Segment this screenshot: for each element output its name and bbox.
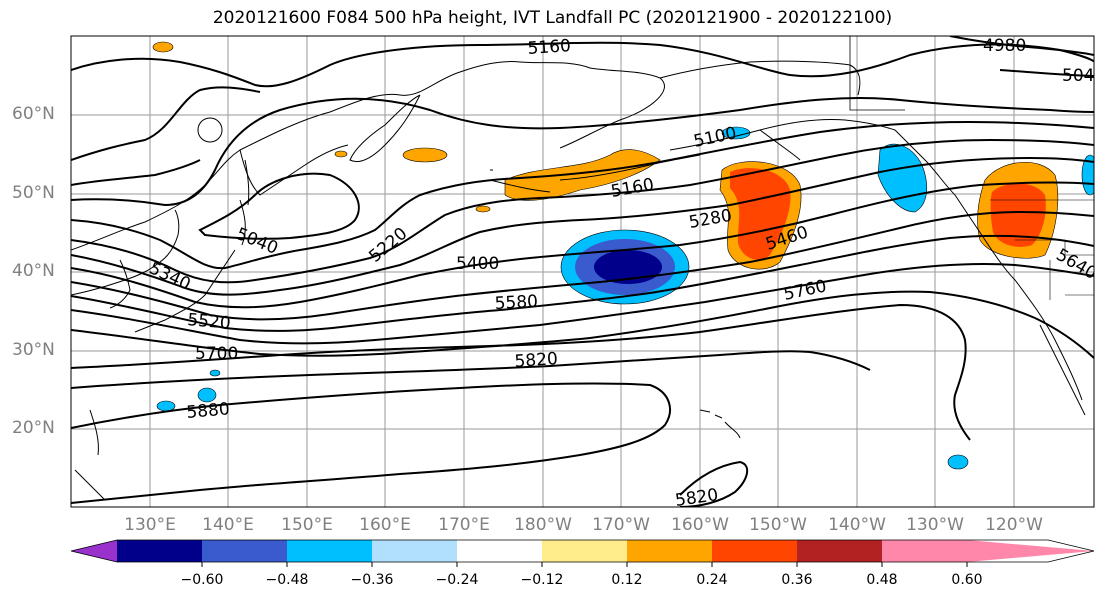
contour-label: 5520: [187, 310, 232, 334]
colorbar-tick-label: 0.36: [781, 572, 813, 588]
contour-label: 5160: [527, 36, 572, 59]
colorbar-tick-label: 0.12: [611, 572, 643, 588]
lon-label: 130°E: [124, 515, 176, 535]
colorbar-segment: [882, 540, 967, 562]
colorbar-tick-label: −0.12: [520, 572, 564, 588]
lon-label: 150°E: [281, 515, 333, 535]
lat-label: 60°N: [12, 104, 55, 124]
lon-label: 140°E: [202, 515, 254, 535]
contour-label: 5820: [514, 349, 559, 372]
colorbar-tick-label: −0.60: [180, 572, 224, 588]
contour-504: [999, 69, 1094, 77]
lon-label: 120°W: [985, 515, 1043, 535]
lon-label: 140°W: [828, 515, 886, 535]
lon-label: 170°W: [592, 515, 650, 535]
contour-label: 5880: [186, 399, 231, 423]
lat-label: 40°N: [12, 261, 55, 281]
colorbar-tick-label: 0.24: [696, 572, 728, 588]
colorbar-tick-label: 0.48: [866, 572, 898, 588]
ivt-shading: [152, 41, 1094, 470]
contour-west-a: [71, 86, 261, 161]
lat-label: 30°N: [12, 340, 55, 360]
contour-label: 5400: [456, 254, 499, 274]
lon-label: 170°E: [438, 515, 490, 535]
plot-title: 2020121600 F084 500 hPa height, IVT Land…: [212, 8, 893, 28]
colorbar-segment: [372, 540, 457, 562]
colorbar-segment: [287, 540, 372, 562]
colorbar-tick-label: 0.60: [951, 572, 983, 588]
lat-label: 50°N: [12, 183, 55, 203]
colorbar-tick-label: −0.36: [350, 572, 394, 588]
colorbar-segment: [202, 540, 287, 562]
colorbar-segment: [627, 540, 712, 562]
lon-label: 160°W: [671, 515, 729, 535]
contour-label: 5820: [674, 485, 720, 511]
colorbar-extend-high: [967, 540, 1094, 562]
colorbar-extend-low: [71, 540, 117, 562]
contour-label: 5700: [195, 344, 238, 364]
colorbar-tick-label: −0.24: [435, 572, 479, 588]
colorbar: [70, 539, 1095, 567]
colorbar-tick-label: −0.48: [265, 572, 309, 588]
colorbar-segment: [457, 540, 542, 562]
colorbar-segment: [797, 540, 882, 562]
map-frame: [70, 35, 1095, 508]
lon-label: 150°W: [749, 515, 807, 535]
colorbar-segment: [117, 540, 202, 562]
contour-label: 5580: [494, 292, 538, 314]
lon-label: 180°W: [514, 515, 572, 535]
contour-5160-north: [71, 41, 1094, 88]
colorbar-segment: [542, 540, 627, 562]
positive-ivt-ca-inner: [990, 183, 1046, 247]
lat-label: 20°N: [12, 418, 55, 438]
contour-label: 504: [1062, 66, 1094, 86]
contour-5040-low: [198, 172, 360, 240]
lon-label: 130°W: [906, 515, 964, 535]
contour-labels: 5160 4980 504 5100 5160 5280 5040 5220 5…: [146, 36, 1094, 511]
colorbar-segment: [712, 540, 797, 562]
lon-label: 160°E: [359, 515, 411, 535]
contour-label: 4980: [983, 36, 1026, 56]
positive-ivt-inner: [730, 168, 791, 260]
gridlines: [71, 36, 1094, 507]
negative-ivt-core: [594, 250, 662, 284]
contour-4980: [949, 36, 1094, 56]
height-contours: [71, 36, 1094, 507]
